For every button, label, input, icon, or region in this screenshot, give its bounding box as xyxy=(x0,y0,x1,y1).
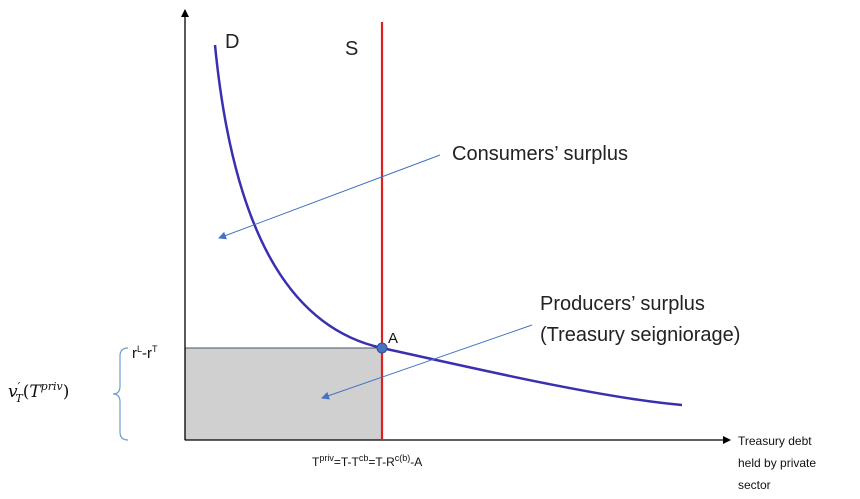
quantity-label: Tpriv=T-Tcb=T-Rc(b)-A xyxy=(312,453,422,469)
text: =T-R xyxy=(368,455,395,469)
text: =T-T xyxy=(334,455,360,469)
text: T xyxy=(312,455,320,469)
producers-label: Producers’ surplus xyxy=(540,293,705,315)
text: T xyxy=(152,344,158,354)
text: L xyxy=(137,344,142,354)
text: v xyxy=(8,382,18,402)
text: r xyxy=(132,345,137,362)
producers-label: (Treasury seigniorage) xyxy=(540,324,740,346)
pointer-arrow xyxy=(321,324,533,400)
supply-label: S xyxy=(345,38,358,60)
text: ′ xyxy=(18,380,21,394)
text: c(b) xyxy=(395,453,411,463)
x-axis-label: sector xyxy=(738,478,771,492)
x-axis-label: Treasury debt xyxy=(738,434,812,448)
rate-label: rL-rT xyxy=(132,344,158,362)
equilibrium-point xyxy=(376,342,388,354)
text: -r xyxy=(142,345,152,362)
text: -A xyxy=(410,455,422,469)
demand-label: D xyxy=(225,31,239,53)
text: ) xyxy=(63,382,70,402)
brace xyxy=(112,347,129,441)
x-axis-label: held by private xyxy=(738,456,816,470)
consumers-label: Consumers’ surplus xyxy=(452,143,628,165)
text: cb xyxy=(359,453,369,463)
point-label: A xyxy=(388,330,398,347)
text: T xyxy=(29,382,42,402)
producer-surplus-area xyxy=(184,347,383,441)
text: priv xyxy=(41,380,64,393)
text: T xyxy=(15,392,24,405)
text: ( xyxy=(23,382,30,402)
pointer-arrow xyxy=(218,154,441,240)
marginal-value-label: v′ T(Tpriv) xyxy=(8,380,69,405)
text: priv xyxy=(319,453,334,463)
